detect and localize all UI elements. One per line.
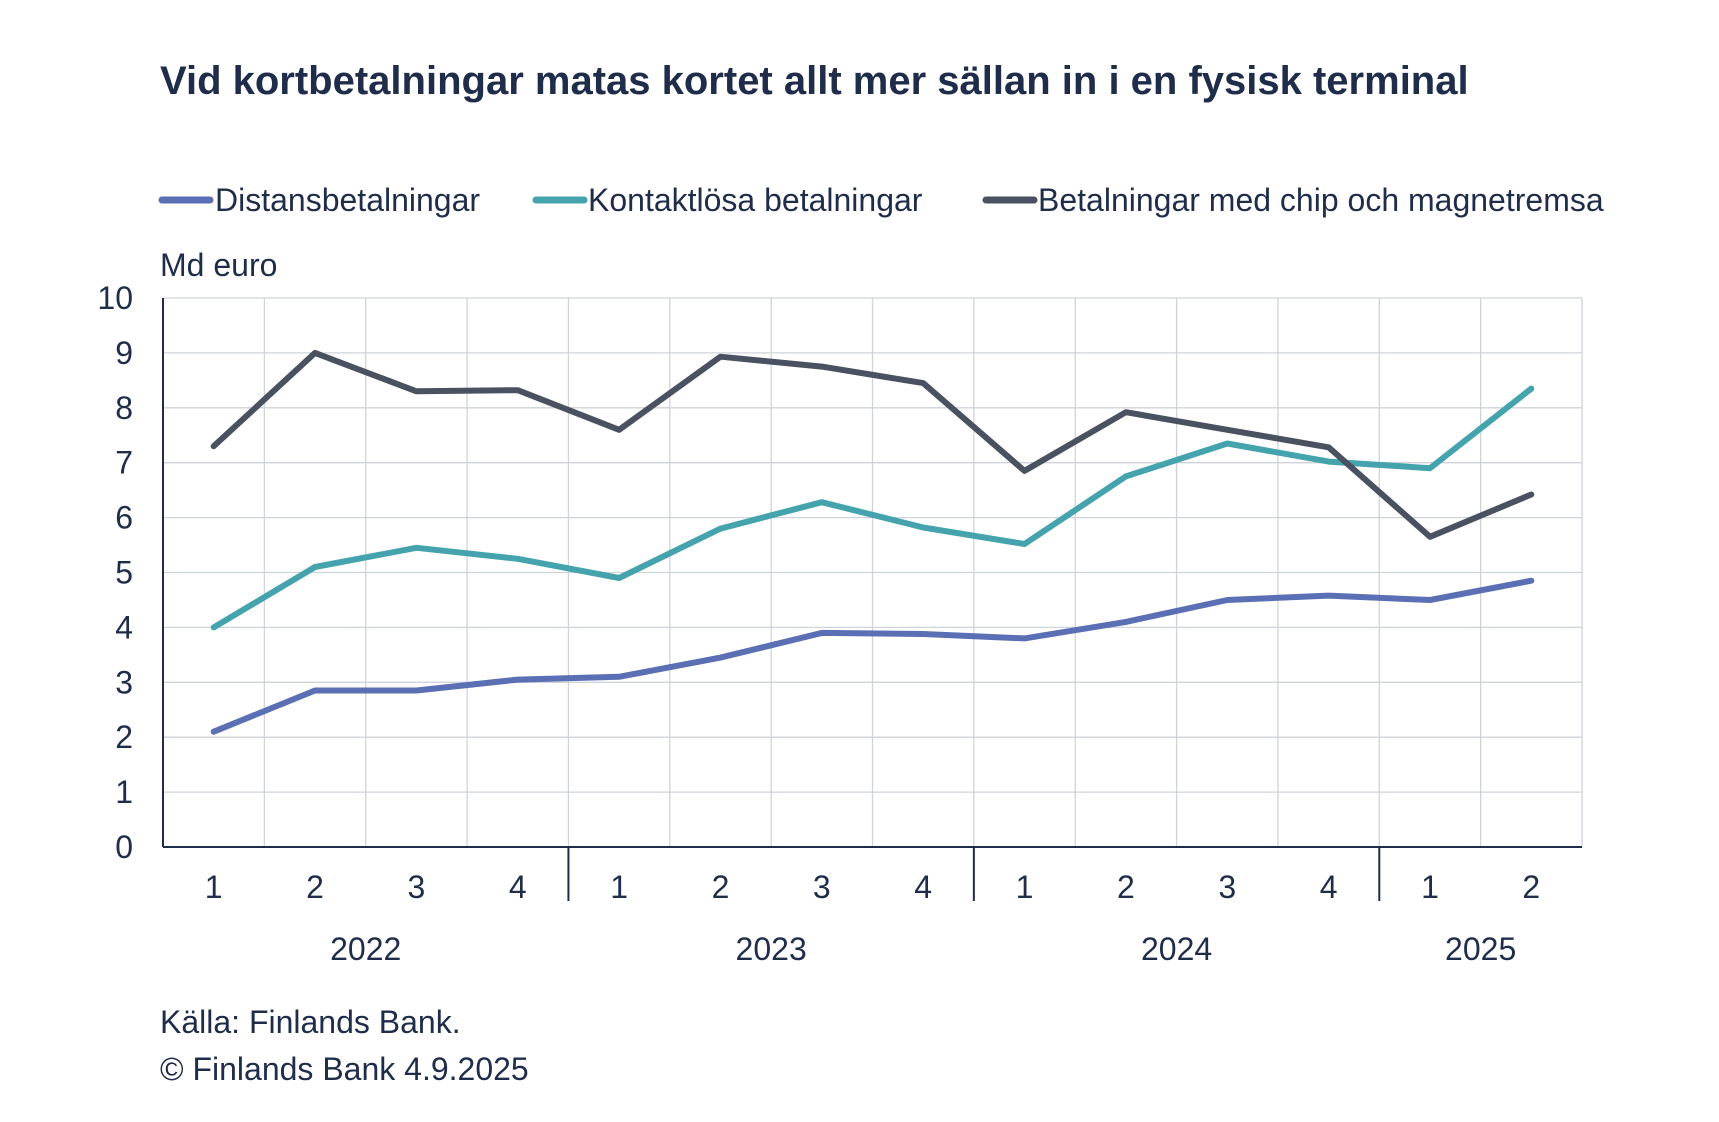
year-group-label: 2025 (1445, 931, 1516, 967)
y-tick-label: 4 (115, 609, 133, 645)
y-tick-label: 7 (115, 445, 133, 481)
series-line (210, 349, 1535, 540)
x-tick-label: 4 (509, 869, 527, 905)
x-tick-label: 2 (1117, 869, 1135, 905)
y-tick-label: 2 (115, 719, 133, 755)
series-line (210, 577, 1535, 735)
x-tick-label: 1 (1421, 869, 1439, 905)
chart-title: Vid kortbetalningar matas kortet allt me… (160, 59, 1469, 103)
source-note: Källa: Finlands Bank. (160, 1004, 461, 1040)
legend-label: Kontaktlösa betalningar (588, 182, 923, 218)
x-tick-label: 1 (205, 869, 223, 905)
y-tick-label: 10 (97, 280, 133, 316)
x-tick-label: 2 (1522, 869, 1540, 905)
x-tick-label: 3 (813, 869, 831, 905)
year-group-label: 2022 (330, 931, 401, 967)
x-tick-label: 3 (1218, 869, 1236, 905)
year-group-label: 2024 (1141, 931, 1212, 967)
year-group-label: 2023 (736, 931, 807, 967)
plot-area (210, 349, 1535, 735)
y-tick-label: 3 (115, 664, 133, 700)
legend: Distansbetalningar Kontaktlösa betalninga… (158, 182, 1604, 218)
y-tick-label: 0 (115, 829, 133, 865)
x-tick-label: 4 (914, 869, 932, 905)
x-tick-label: 1 (610, 869, 628, 905)
y-axis-unit-label: Md euro (160, 247, 277, 283)
y-tick-label: 5 (115, 555, 133, 591)
x-tick-label: 4 (1320, 869, 1338, 905)
x-tick-label: 3 (407, 869, 425, 905)
y-tick-label: 9 (115, 335, 133, 371)
series-line (210, 385, 1535, 631)
y-tick-label: 6 (115, 500, 133, 536)
x-tick-label: 1 (1016, 869, 1034, 905)
x-tick-label: 2 (712, 869, 730, 905)
grid (163, 297, 1583, 847)
legend-label: Betalningar med chip och magnetremsa (1038, 182, 1604, 218)
y-tick-label: 1 (115, 774, 133, 810)
y-tick-label: 8 (115, 390, 133, 426)
copyright-note: © Finlands Bank 4.9.2025 (160, 1051, 529, 1087)
x-tick-label: 2 (306, 869, 324, 905)
legend-label: Distansbetalningar (215, 182, 480, 218)
